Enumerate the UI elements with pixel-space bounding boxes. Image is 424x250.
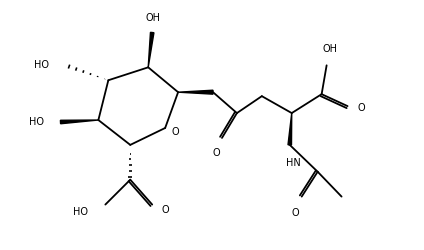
- Text: OH: OH: [322, 44, 337, 54]
- Text: OH: OH: [146, 12, 161, 22]
- Text: HO: HO: [73, 206, 89, 216]
- Text: O: O: [161, 204, 169, 214]
- Polygon shape: [148, 32, 154, 67]
- Text: HO: HO: [28, 117, 44, 127]
- Text: HO: HO: [33, 60, 48, 70]
- Text: HN: HN: [286, 158, 301, 168]
- Text: O: O: [292, 208, 299, 218]
- Text: O: O: [357, 103, 365, 113]
- Text: O: O: [171, 127, 179, 137]
- Polygon shape: [288, 113, 292, 145]
- Polygon shape: [178, 90, 213, 94]
- Text: O: O: [212, 148, 220, 158]
- Polygon shape: [60, 120, 98, 124]
